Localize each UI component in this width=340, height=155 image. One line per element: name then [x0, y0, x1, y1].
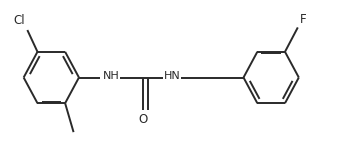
Text: O: O	[139, 113, 148, 126]
Text: NH: NH	[103, 71, 119, 81]
Text: HN: HN	[164, 71, 180, 81]
Text: Cl: Cl	[13, 14, 25, 27]
Text: F: F	[300, 13, 306, 26]
